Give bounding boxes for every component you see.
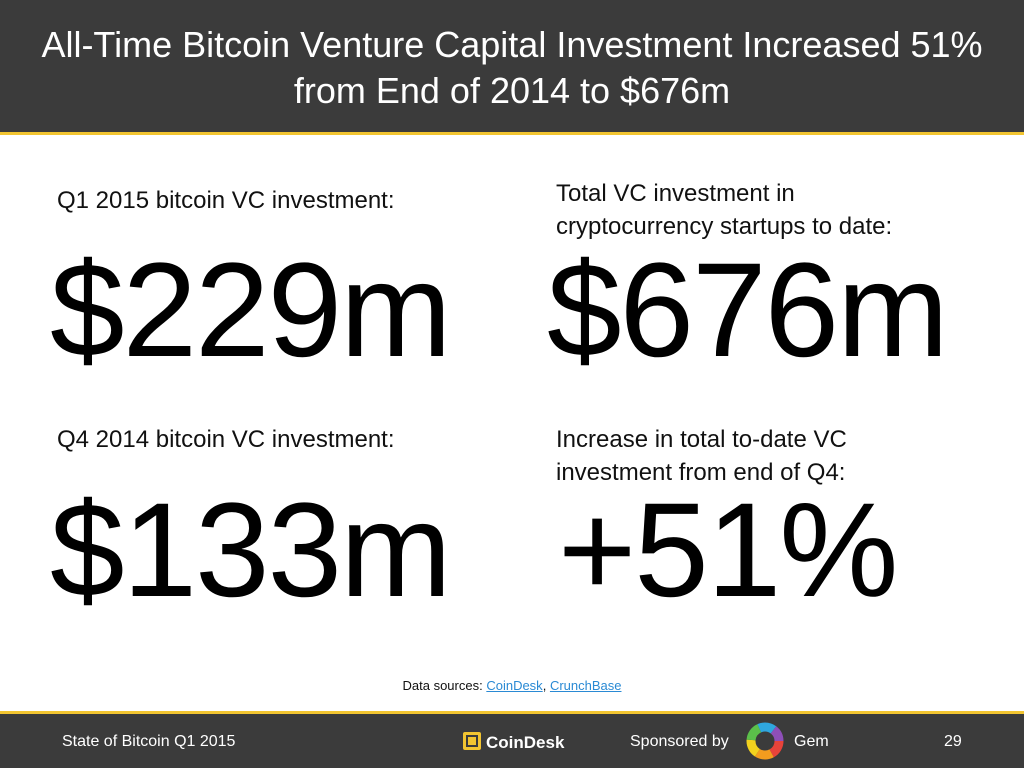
- title: All-Time Bitcoin Venture Capital Investm…: [41, 24, 983, 111]
- stat-value: +51%: [558, 476, 898, 625]
- stat-value: $229m: [50, 236, 452, 385]
- footer-logo: CoinDesk: [486, 733, 565, 752]
- stat-label: Q1 2015 bitcoin VC investment:: [57, 187, 395, 214]
- footer-sponsor: Gem: [794, 733, 829, 750]
- stat-label: Q4 2014 bitcoin VC investment:: [57, 426, 395, 453]
- stat-label: Total VC investment in cryptocurrency st…: [556, 180, 893, 240]
- page-number: 29: [944, 733, 962, 750]
- gem-icon: [746, 722, 784, 760]
- separator: ,: [542, 678, 547, 693]
- sources: Data sources: CoinDesk, CrunchBase: [0, 678, 1024, 693]
- footer-left: State of Bitcoin Q1 2015: [62, 733, 236, 750]
- sources-label: Data sources:: [402, 678, 483, 693]
- header: All-Time Bitcoin Venture Capital Investm…: [0, 0, 1024, 135]
- footer-sponsored: Sponsored by: [630, 733, 729, 750]
- source-link[interactable]: CoinDesk: [486, 678, 543, 693]
- source-link[interactable]: CrunchBase: [549, 678, 622, 693]
- stat-value: $676m: [547, 236, 949, 385]
- stat-label: Increase in total to-date VC investment …: [556, 426, 847, 486]
- stat-value: $133m: [50, 476, 452, 625]
- footer: State of Bitcoin Q1 2015 CoinDesk Sponso…: [0, 711, 1024, 768]
- coindesk-icon: [463, 732, 481, 750]
